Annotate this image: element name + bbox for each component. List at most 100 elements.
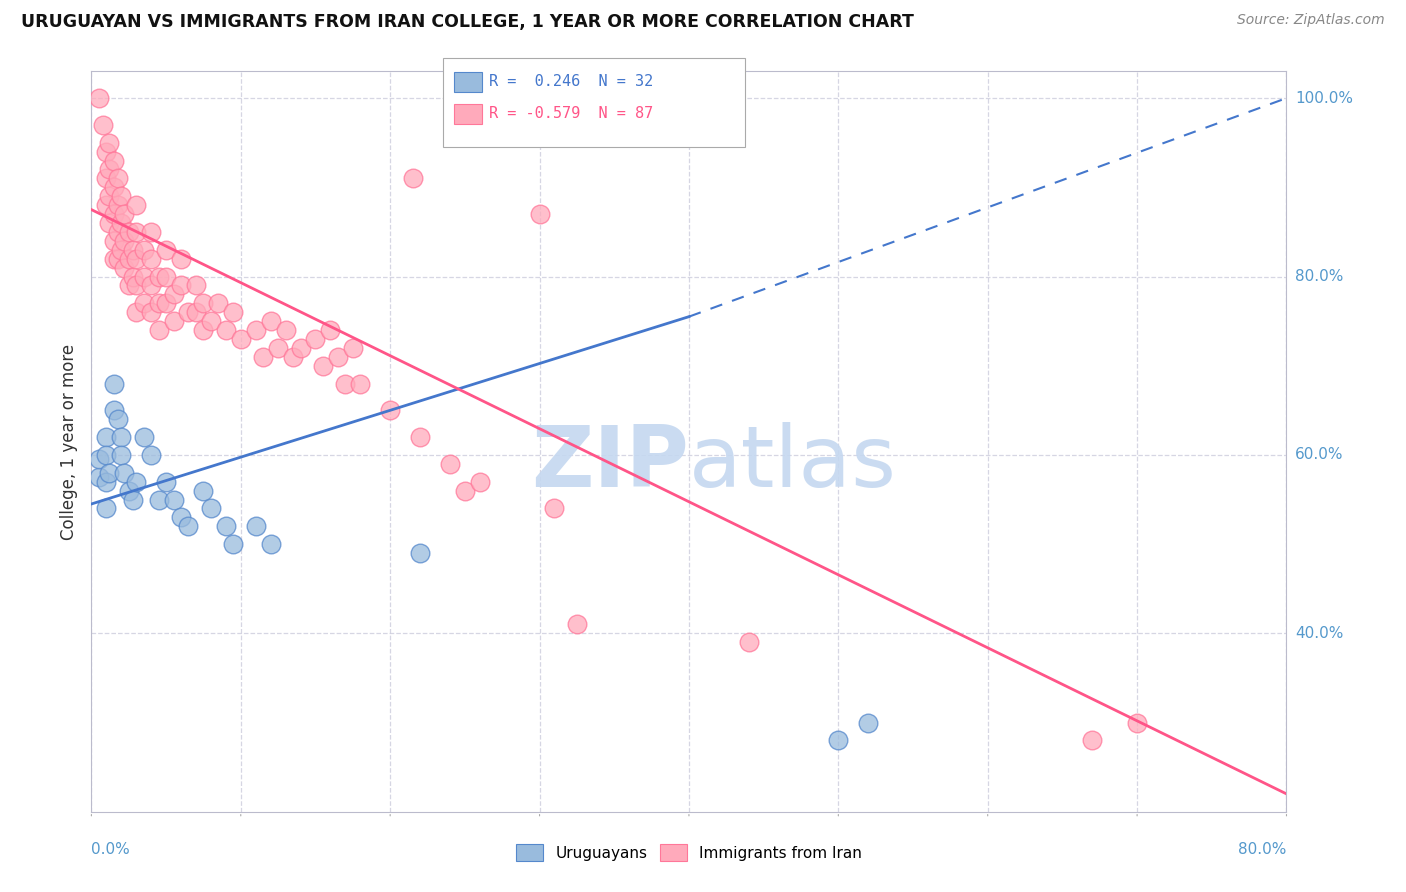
Point bbox=[87, 91, 110, 105]
Point bbox=[380, 403, 402, 417]
Point bbox=[229, 332, 252, 346]
Point bbox=[107, 412, 129, 426]
Point bbox=[274, 323, 297, 337]
Point bbox=[96, 145, 118, 159]
Point bbox=[96, 430, 118, 444]
Text: 40.0%: 40.0% bbox=[1295, 626, 1343, 640]
Point bbox=[110, 430, 132, 444]
Point bbox=[107, 252, 129, 266]
Point bbox=[98, 466, 121, 480]
Point bbox=[118, 483, 141, 498]
Point bbox=[118, 252, 141, 266]
Point bbox=[565, 617, 588, 632]
Point bbox=[103, 153, 125, 168]
Point bbox=[96, 198, 118, 212]
Point bbox=[125, 278, 148, 293]
Point bbox=[529, 207, 551, 221]
Text: 60.0%: 60.0% bbox=[1295, 448, 1343, 462]
Point bbox=[155, 243, 177, 257]
Point bbox=[122, 492, 145, 507]
Point bbox=[193, 483, 215, 498]
Text: URUGUAYAN VS IMMIGRANTS FROM IRAN COLLEGE, 1 YEAR OR MORE CORRELATION CHART: URUGUAYAN VS IMMIGRANTS FROM IRAN COLLEG… bbox=[21, 13, 914, 31]
Point bbox=[122, 269, 145, 284]
Point bbox=[112, 234, 135, 248]
Point bbox=[281, 350, 304, 364]
Point bbox=[401, 171, 423, 186]
Point bbox=[200, 501, 222, 516]
Point bbox=[103, 234, 125, 248]
Point bbox=[335, 376, 357, 391]
Point bbox=[349, 376, 371, 391]
Point bbox=[184, 278, 207, 293]
Point bbox=[342, 341, 364, 355]
Point bbox=[132, 296, 155, 310]
Point bbox=[259, 537, 281, 551]
Point bbox=[454, 483, 477, 498]
Point bbox=[177, 519, 200, 533]
Point bbox=[118, 225, 141, 239]
Point bbox=[193, 296, 215, 310]
Point bbox=[222, 305, 245, 319]
Point bbox=[87, 470, 110, 484]
Point bbox=[110, 448, 132, 462]
Point bbox=[737, 635, 759, 649]
Point bbox=[141, 252, 163, 266]
Point bbox=[98, 136, 121, 150]
Point bbox=[252, 350, 274, 364]
Point bbox=[96, 448, 118, 462]
Point bbox=[87, 452, 110, 467]
Point bbox=[326, 350, 349, 364]
Point bbox=[319, 323, 342, 337]
Point bbox=[103, 180, 125, 194]
Point bbox=[112, 207, 135, 221]
Point bbox=[112, 260, 135, 275]
Point bbox=[148, 492, 170, 507]
Point bbox=[141, 225, 163, 239]
Legend: Uruguayans, Immigrants from Iran: Uruguayans, Immigrants from Iran bbox=[509, 838, 869, 867]
Point bbox=[93, 118, 115, 132]
Point bbox=[245, 519, 267, 533]
Point bbox=[290, 341, 312, 355]
Point bbox=[162, 314, 184, 328]
Point bbox=[125, 475, 148, 489]
Point bbox=[858, 715, 880, 730]
Point bbox=[170, 510, 193, 524]
Point bbox=[827, 733, 849, 747]
Point bbox=[267, 341, 290, 355]
Point bbox=[1081, 733, 1104, 747]
Point bbox=[110, 189, 132, 203]
Point bbox=[141, 448, 163, 462]
Point bbox=[409, 546, 432, 560]
Point bbox=[96, 475, 118, 489]
Point bbox=[259, 314, 281, 328]
Point bbox=[110, 216, 132, 230]
Point bbox=[215, 323, 238, 337]
Point bbox=[1126, 715, 1149, 730]
Point bbox=[141, 305, 163, 319]
Point bbox=[98, 216, 121, 230]
Point bbox=[155, 296, 177, 310]
Point bbox=[110, 243, 132, 257]
Point bbox=[96, 501, 118, 516]
Y-axis label: College, 1 year or more: College, 1 year or more bbox=[59, 343, 77, 540]
Point bbox=[162, 287, 184, 301]
Point bbox=[468, 475, 491, 489]
Point bbox=[132, 243, 155, 257]
Point bbox=[155, 269, 177, 284]
Point bbox=[148, 323, 170, 337]
Point bbox=[125, 198, 148, 212]
Text: 80.0%: 80.0% bbox=[1239, 842, 1286, 857]
Point bbox=[177, 305, 200, 319]
Text: ZIP: ZIP bbox=[531, 422, 689, 505]
Point bbox=[141, 278, 163, 293]
Point bbox=[184, 305, 207, 319]
Point bbox=[304, 332, 326, 346]
Point bbox=[125, 225, 148, 239]
Point bbox=[125, 252, 148, 266]
Point bbox=[132, 269, 155, 284]
Point bbox=[118, 278, 141, 293]
Point bbox=[107, 198, 129, 212]
Point bbox=[162, 492, 184, 507]
Point bbox=[103, 403, 125, 417]
Text: R = -0.579  N = 87: R = -0.579 N = 87 bbox=[489, 106, 654, 120]
